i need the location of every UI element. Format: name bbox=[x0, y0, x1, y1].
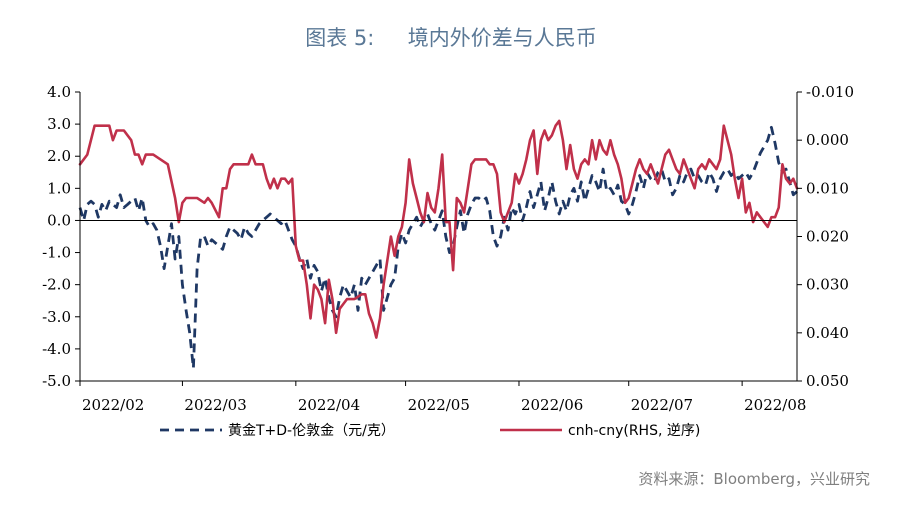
right-tick-label: 0.030 bbox=[806, 276, 849, 294]
x-ticks: 2022/02 2022/03 2022/04 2022/05 2022/06 2022/… bbox=[79, 381, 806, 414]
right-tick-label: 0.040 bbox=[806, 324, 849, 342]
left-tick-label: 4.0 bbox=[47, 83, 71, 101]
gold-spread-line bbox=[78, 125, 798, 370]
left-tick-label: 1.0 bbox=[47, 179, 71, 197]
x-tick-label: 2022/05 bbox=[408, 396, 470, 414]
x-tick-label: 2022/04 bbox=[298, 396, 360, 414]
right-ticks: -0.010 0.000 0.010 0.020 0.030 0.040 0.050 bbox=[797, 83, 854, 390]
left-tick-label: -2.0 bbox=[42, 276, 71, 294]
left-tick-label: 2.0 bbox=[47, 147, 71, 165]
right-tick-label: 0.050 bbox=[806, 372, 849, 390]
left-tick-label: -4.0 bbox=[42, 340, 71, 358]
right-tick-label: 0.000 bbox=[806, 131, 849, 149]
x-tick-label: 2022/03 bbox=[184, 396, 246, 414]
right-tick-label: -0.010 bbox=[806, 83, 854, 101]
left-ticks: 4.0 3.0 2.0 1.0 0.0 -1.0 -2.0 -3.0 -4.0 -5.0 bbox=[42, 83, 80, 390]
legend-label-gold: 黄金T+D-伦敦金（元/克） bbox=[228, 422, 395, 439]
right-tick-label: 0.020 bbox=[806, 228, 849, 246]
axes bbox=[79, 92, 798, 382]
x-tick-label: 2022/08 bbox=[744, 396, 806, 414]
left-tick-label: 0.0 bbox=[47, 211, 71, 229]
plot-lines bbox=[78, 119, 799, 370]
cnh-cny-line bbox=[78, 119, 799, 339]
chart-title: 图表 5: 境内外价差与人民币 bbox=[305, 26, 597, 50]
left-tick-label: -1.0 bbox=[42, 244, 71, 262]
legend: 黄金T+D-伦敦金（元/克） cnh-cny(RHS, 逆序) bbox=[160, 422, 700, 439]
x-tick-label: 2022/06 bbox=[521, 396, 583, 414]
left-tick-label: -5.0 bbox=[42, 372, 71, 390]
right-tick-label: 0.010 bbox=[806, 179, 849, 197]
left-tick-label: 3.0 bbox=[47, 115, 71, 133]
legend-label-cnh: cnh-cny(RHS, 逆序) bbox=[568, 423, 700, 439]
x-tick-label: 2022/02 bbox=[82, 396, 144, 414]
x-tick-label: 2022/07 bbox=[631, 396, 693, 414]
left-tick-label: -3.0 bbox=[42, 308, 71, 326]
source-note: 资料来源：Bloomberg，兴业研究 bbox=[638, 470, 870, 488]
